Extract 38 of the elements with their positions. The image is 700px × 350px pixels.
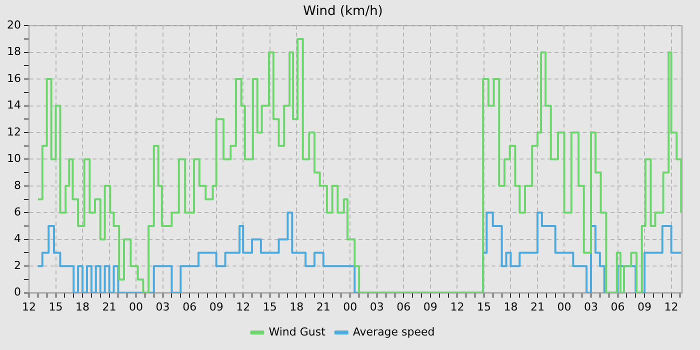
y-tick-label: 2 bbox=[14, 258, 21, 272]
x-tick-label: 12 bbox=[236, 300, 250, 314]
y-tick-label: 4 bbox=[14, 232, 21, 246]
x-tick-label: 15 bbox=[48, 300, 63, 314]
x-tick-label: 00 bbox=[557, 300, 572, 314]
x-tick-label: 15 bbox=[476, 300, 491, 314]
chart-title: Wind (km/h) bbox=[303, 4, 383, 20]
x-tick-label: 09 bbox=[209, 300, 224, 314]
y-tick-label: 10 bbox=[6, 152, 21, 166]
legend-label: Average speed bbox=[352, 325, 435, 338]
x-tick-label: 09 bbox=[638, 300, 652, 314]
x-tick-label: 15 bbox=[262, 300, 277, 314]
x-tick-label: 12 bbox=[450, 300, 464, 314]
x-tick-label: 18 bbox=[76, 300, 90, 314]
y-tick-label: 8 bbox=[14, 178, 21, 192]
legend-label: Wind Gust bbox=[268, 325, 326, 338]
x-tick-label: 09 bbox=[423, 300, 438, 314]
x-tick-label: 21 bbox=[316, 300, 330, 314]
y-tick-label: 20 bbox=[6, 18, 21, 32]
x-tick-label: 21 bbox=[102, 300, 116, 314]
y-tick-label: 14 bbox=[6, 98, 21, 112]
x-tick-label: 18 bbox=[290, 300, 304, 314]
x-tick-label: 03 bbox=[370, 300, 384, 314]
y-tick-label: 12 bbox=[6, 125, 21, 138]
x-tick-label: 00 bbox=[343, 300, 358, 314]
x-tick-label: 06 bbox=[182, 300, 197, 314]
x-tick-label: 21 bbox=[530, 300, 544, 314]
x-tick-label: 06 bbox=[396, 300, 411, 314]
y-tick-label: 18 bbox=[6, 45, 21, 58]
x-tick-label: 12 bbox=[664, 300, 678, 314]
x-tick-label: 18 bbox=[504, 300, 518, 314]
y-tick-label: 6 bbox=[14, 206, 21, 218]
x-tick-label: 03 bbox=[584, 300, 598, 314]
x-tick-label: 03 bbox=[156, 300, 170, 314]
x-tick-label: 06 bbox=[610, 300, 625, 314]
y-tick-label: 0 bbox=[14, 286, 21, 299]
x-tick-label: 00 bbox=[129, 300, 144, 314]
y-tick-label: 16 bbox=[6, 72, 21, 85]
